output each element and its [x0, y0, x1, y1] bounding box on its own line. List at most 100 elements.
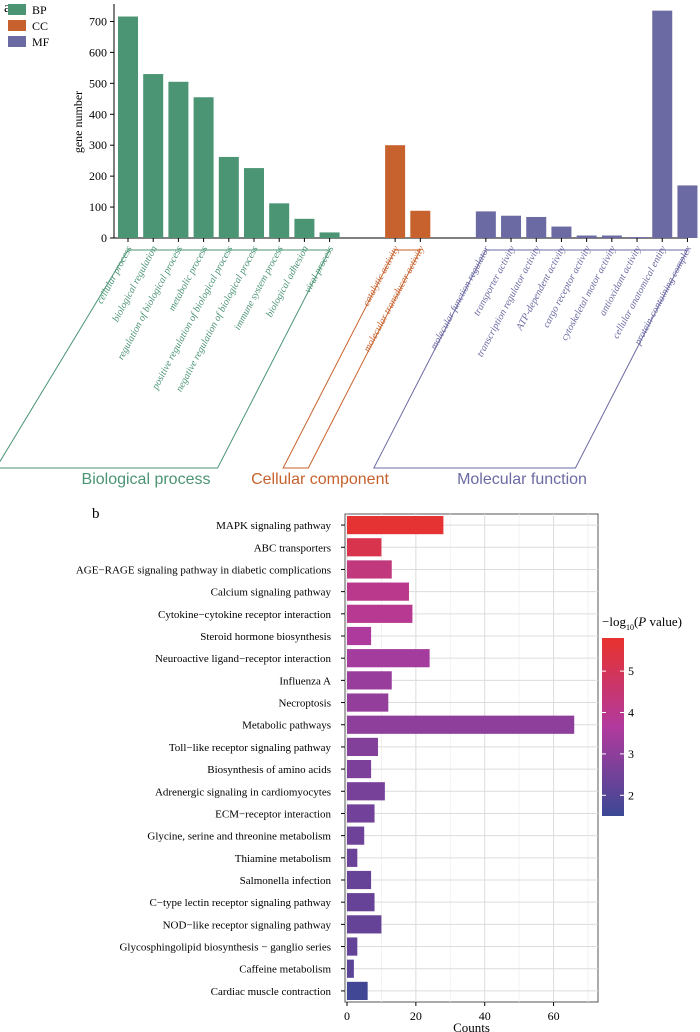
y-tick-label-thiamine-metabolism: Thiamine metabolism [235, 853, 332, 865]
bar-cardiac-muscle-contraction [347, 981, 368, 1001]
bar-glycine-serine-and-threonine-metabolism [347, 826, 365, 845]
group-title-bp: Biological process [82, 471, 211, 488]
y-tick-label-age-rage-signaling-pathway-in-diabetic-complications: AGE−RAGE signaling pathway in diabetic c… [76, 564, 331, 576]
colorbar-title-rest: value) [646, 614, 682, 629]
bar-cytokine-cytokine-receptor-interaction [347, 604, 413, 623]
group-bracket-mf [373, 249, 689, 469]
group-bracket-bp [0, 249, 331, 469]
y-tick-label-cardiac-muscle-contraction: Cardiac muscle contraction [211, 986, 332, 998]
bar-necroptosis [347, 693, 389, 712]
y-tick-label-neuroactive-ligand-receptor-interaction: Neuroactive ligand−receptor interaction [155, 653, 332, 665]
bar-toll-like-receptor-signaling-pathway [347, 737, 378, 757]
bar-molecular-transducer-activity [410, 210, 431, 238]
y-tick-label-mapk-signaling-pathway: MAPK signaling pathway [216, 520, 331, 532]
y-tick-label-adrenergic-signaling-in-cardiomyocytes: Adrenergic signaling in cardiomyocytes [155, 786, 331, 798]
y-tick-label-salmonella-infection: Salmonella infection [240, 875, 332, 887]
group-title-cc: Cellular component [251, 471, 389, 488]
colorbar-tick-label: 2 [628, 788, 634, 802]
bar-adrenergic-signaling-in-cardiomyocytes [347, 782, 385, 801]
bar-protein-containing-complex [677, 185, 698, 238]
y-tick-label-metabolic-pathways: Metabolic pathways [242, 720, 331, 732]
bar-glycosphingolipid-biosynthesis-ganglio-series [347, 937, 358, 956]
y-tick-label: 500 [89, 76, 107, 90]
bar-catalytic-activity [385, 145, 406, 238]
bar-cytoskeletal-motor-activity [601, 235, 622, 238]
colorbar-tick-label: 5 [628, 664, 634, 678]
y-tick-label-glycine-serine-and-threonine-metabolism: Glycine, serine and threonine metabolism [147, 831, 331, 843]
bar-transporter-activity [501, 215, 522, 238]
bar-cellular-process [118, 16, 138, 238]
bar-steroid-hormone-biosynthesis [347, 626, 372, 646]
legend-label-bp: BP [32, 3, 47, 17]
bar-metabolic-pathways [347, 715, 575, 734]
colorbar-title-open: ( [634, 614, 638, 629]
y-tick-label-caffeine-metabolism: Caffeine metabolism [239, 964, 331, 976]
bar-positive-regulation-of-biological-process [218, 156, 239, 238]
bar-molecular-function-regulator [475, 211, 496, 238]
bar-biological-adhesion [294, 218, 315, 238]
bar-cellular-anatomical-entity [652, 10, 673, 239]
y-tick-label: 200 [89, 169, 107, 183]
legend-swatch-bp [8, 4, 26, 15]
colorbar-title-p: P [637, 614, 646, 629]
bar-immune-system-process [269, 203, 290, 238]
colorbar [602, 638, 624, 816]
group-title-mf: Molecular function [457, 471, 587, 488]
y-tick-label: 600 [89, 45, 107, 59]
colorbar-tick-label: 4 [628, 706, 634, 720]
colorbar-title: −log10(P value) [602, 614, 682, 632]
x-axis-title: Counts [453, 1020, 490, 1032]
y-tick-label: 700 [89, 14, 107, 28]
y-tick-label: 400 [89, 107, 107, 121]
x-tick-label: 60 [548, 1009, 560, 1023]
kegg-pathway-bar-chart: MAPK signaling pathway ABC transporters AG… [76, 513, 682, 1032]
bar-regulation-of-biological-process [168, 81, 189, 238]
legend-swatch-cc [8, 20, 26, 31]
x-tick-label: 40 [479, 1009, 491, 1023]
bar-metabolic-process [193, 97, 214, 239]
y-tick-label-necroptosis: Necroptosis [278, 698, 331, 710]
y-tick-label-toll-like-receptor-signaling-pathway: Toll−like receptor signaling pathway [169, 742, 332, 754]
bar-negative-regulation-of-biological-process [244, 168, 264, 238]
bar-calcium-signaling-pathway [347, 582, 409, 601]
legend-label-cc: CC [32, 19, 48, 33]
y-tick-label-influenza-a: Influenza A [279, 675, 331, 687]
bar-age-rage-signaling-pathway-in-diabetic-complications [347, 560, 392, 579]
y-tick-label: 100 [89, 200, 107, 214]
y-tick-label: 0 [101, 231, 107, 245]
legend-swatch-mf [8, 36, 26, 47]
bar-caffeine-metabolism [347, 959, 354, 978]
bar-biological-regulation [143, 74, 164, 238]
y-axis-title: gene number [71, 91, 85, 153]
y-tick-label-glycosphingolipid-biosynthesis-ganglio-series: Glycosphingolipid biosynthesis − ganglio… [119, 942, 331, 954]
y-tick-label-nod-like-receptor-signaling-pathway: NOD−like receptor signaling pathway [163, 919, 332, 931]
bar-atp-dependent-activity [551, 226, 572, 238]
bar-abc-transporters [347, 538, 382, 557]
bar-ecm-receptor-interaction [347, 804, 375, 823]
x-tick-label: 0 [344, 1009, 350, 1023]
bar-viral-process [319, 232, 340, 238]
y-tick-label-cytokine-cytokine-receptor-interaction: Cytokine−cytokine receptor interaction [158, 609, 331, 621]
bar-salmonella-infection [347, 870, 372, 890]
y-tick-label-calcium-signaling-pathway: Calcium signaling pathway [211, 587, 332, 599]
bar-thiamine-metabolism [347, 848, 358, 867]
bar-mapk-signaling-pathway [347, 515, 444, 535]
panel-b-label: b [92, 506, 100, 522]
bar-cargo-receptor-activity [576, 235, 597, 238]
legend-label-mf: MF [32, 35, 50, 49]
y-tick-label-biosynthesis-of-amino-acids: Biosynthesis of amino acids [207, 764, 331, 776]
colorbar-title-subscript: 10 [626, 623, 634, 632]
colorbar-tick-label: 3 [628, 747, 634, 761]
y-tick-label-ecm-receptor-interaction: ECM−receptor interaction [215, 808, 331, 820]
y-tick-label-c-type-lectin-receptor-signaling-pathway: C−type lectin receptor signaling pathway [149, 897, 331, 909]
panel-a-label: a [4, 0, 11, 16]
bar-biosynthesis-of-amino-acids [347, 759, 372, 779]
y-tick-label: 300 [89, 138, 107, 152]
group-bracket-cc [282, 249, 422, 469]
x-tick-label: 20 [410, 1009, 422, 1023]
bar-influenza-a [347, 671, 392, 690]
bar-antioxidant-activity [627, 237, 648, 238]
colorbar-title-prefix: −log [602, 614, 626, 629]
bar-c-type-lectin-receptor-signaling-pathway [347, 893, 375, 912]
